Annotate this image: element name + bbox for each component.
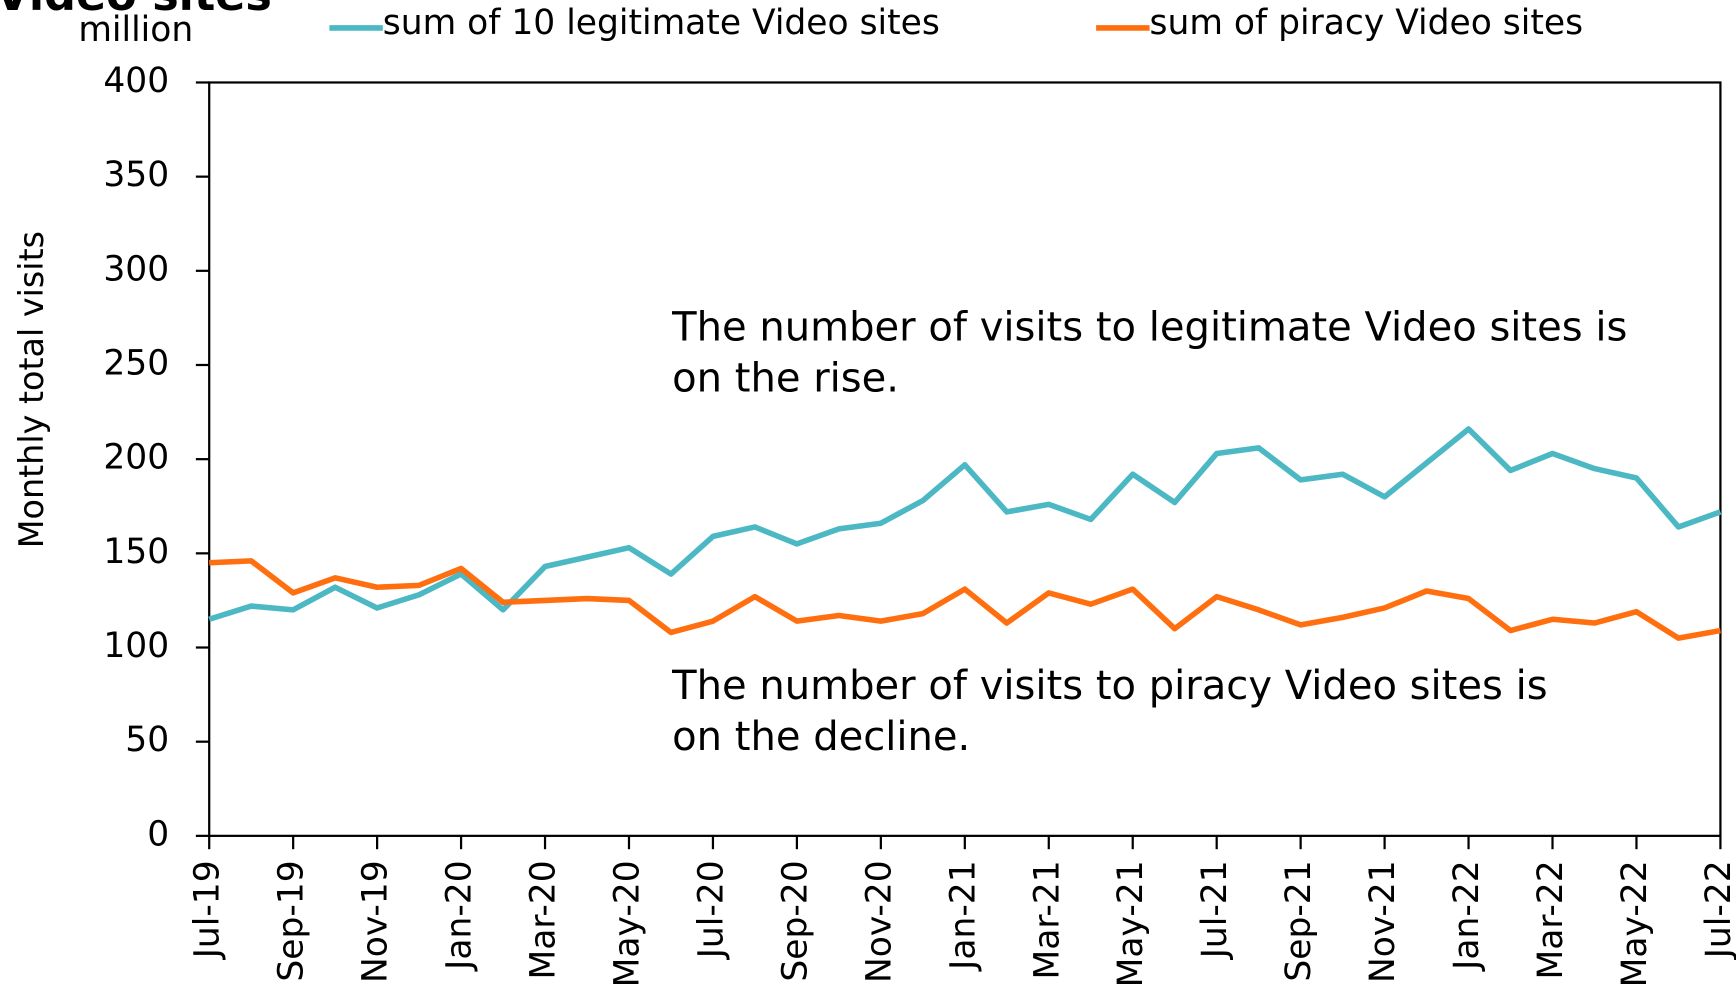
x-tick-label: Jul-19 xyxy=(188,860,228,960)
x-tick-label: May-21 xyxy=(1111,860,1151,987)
x-tick-label: Jul-22 xyxy=(1699,860,1736,960)
legend-label: sum of 10 legitimate Video sites xyxy=(383,3,940,43)
x-tick-label: May-20 xyxy=(607,860,647,987)
x-tick-label: Nov-19 xyxy=(356,860,396,983)
y-tick-label: 50 xyxy=(125,720,169,760)
series-line xyxy=(208,426,1722,622)
x-tick-label: May-22 xyxy=(1615,860,1655,987)
y-tick-label: 400 xyxy=(103,61,169,101)
x-tick-label: Jul-21 xyxy=(1195,860,1235,960)
y-tick-label: 350 xyxy=(103,155,169,195)
x-tick-label: Jan-20 xyxy=(440,860,480,971)
annotation: The number of visits to legitimate Video… xyxy=(671,305,1627,351)
annotation: The number of visits to piracy Video sit… xyxy=(671,663,1547,709)
unit-label: million xyxy=(78,10,193,50)
y-tick-label: 250 xyxy=(103,343,169,383)
x-tick-label: Mar-21 xyxy=(1027,860,1067,979)
y-tick-label: 0 xyxy=(147,814,169,854)
x-tick-label: Jan-22 xyxy=(1447,860,1487,971)
legend-label: sum of piracy Video sites xyxy=(1150,3,1584,43)
y-axis-label: Monthly total visits xyxy=(12,231,51,548)
series-line xyxy=(209,558,1721,641)
y-tick-label: 300 xyxy=(103,249,169,289)
x-tick-label: Mar-20 xyxy=(524,860,564,979)
x-tick-label: Sep-21 xyxy=(1279,860,1319,981)
x-tick-label: Nov-20 xyxy=(859,860,899,983)
x-tick-label: Sep-19 xyxy=(272,860,312,981)
y-tick-label: 150 xyxy=(103,532,169,572)
y-tick-label: 100 xyxy=(103,626,169,666)
annotation: on the rise. xyxy=(672,356,899,402)
y-tick-label: 200 xyxy=(103,438,169,478)
x-tick-label: Jan-21 xyxy=(943,860,983,971)
chart-title: Video sites xyxy=(0,0,272,21)
annotation: on the decline. xyxy=(672,714,970,760)
x-tick-label: Jul-20 xyxy=(691,860,731,960)
x-tick-label: Mar-22 xyxy=(1531,860,1571,979)
x-tick-label: Sep-20 xyxy=(775,860,815,981)
x-tick-label: Nov-21 xyxy=(1363,860,1403,983)
